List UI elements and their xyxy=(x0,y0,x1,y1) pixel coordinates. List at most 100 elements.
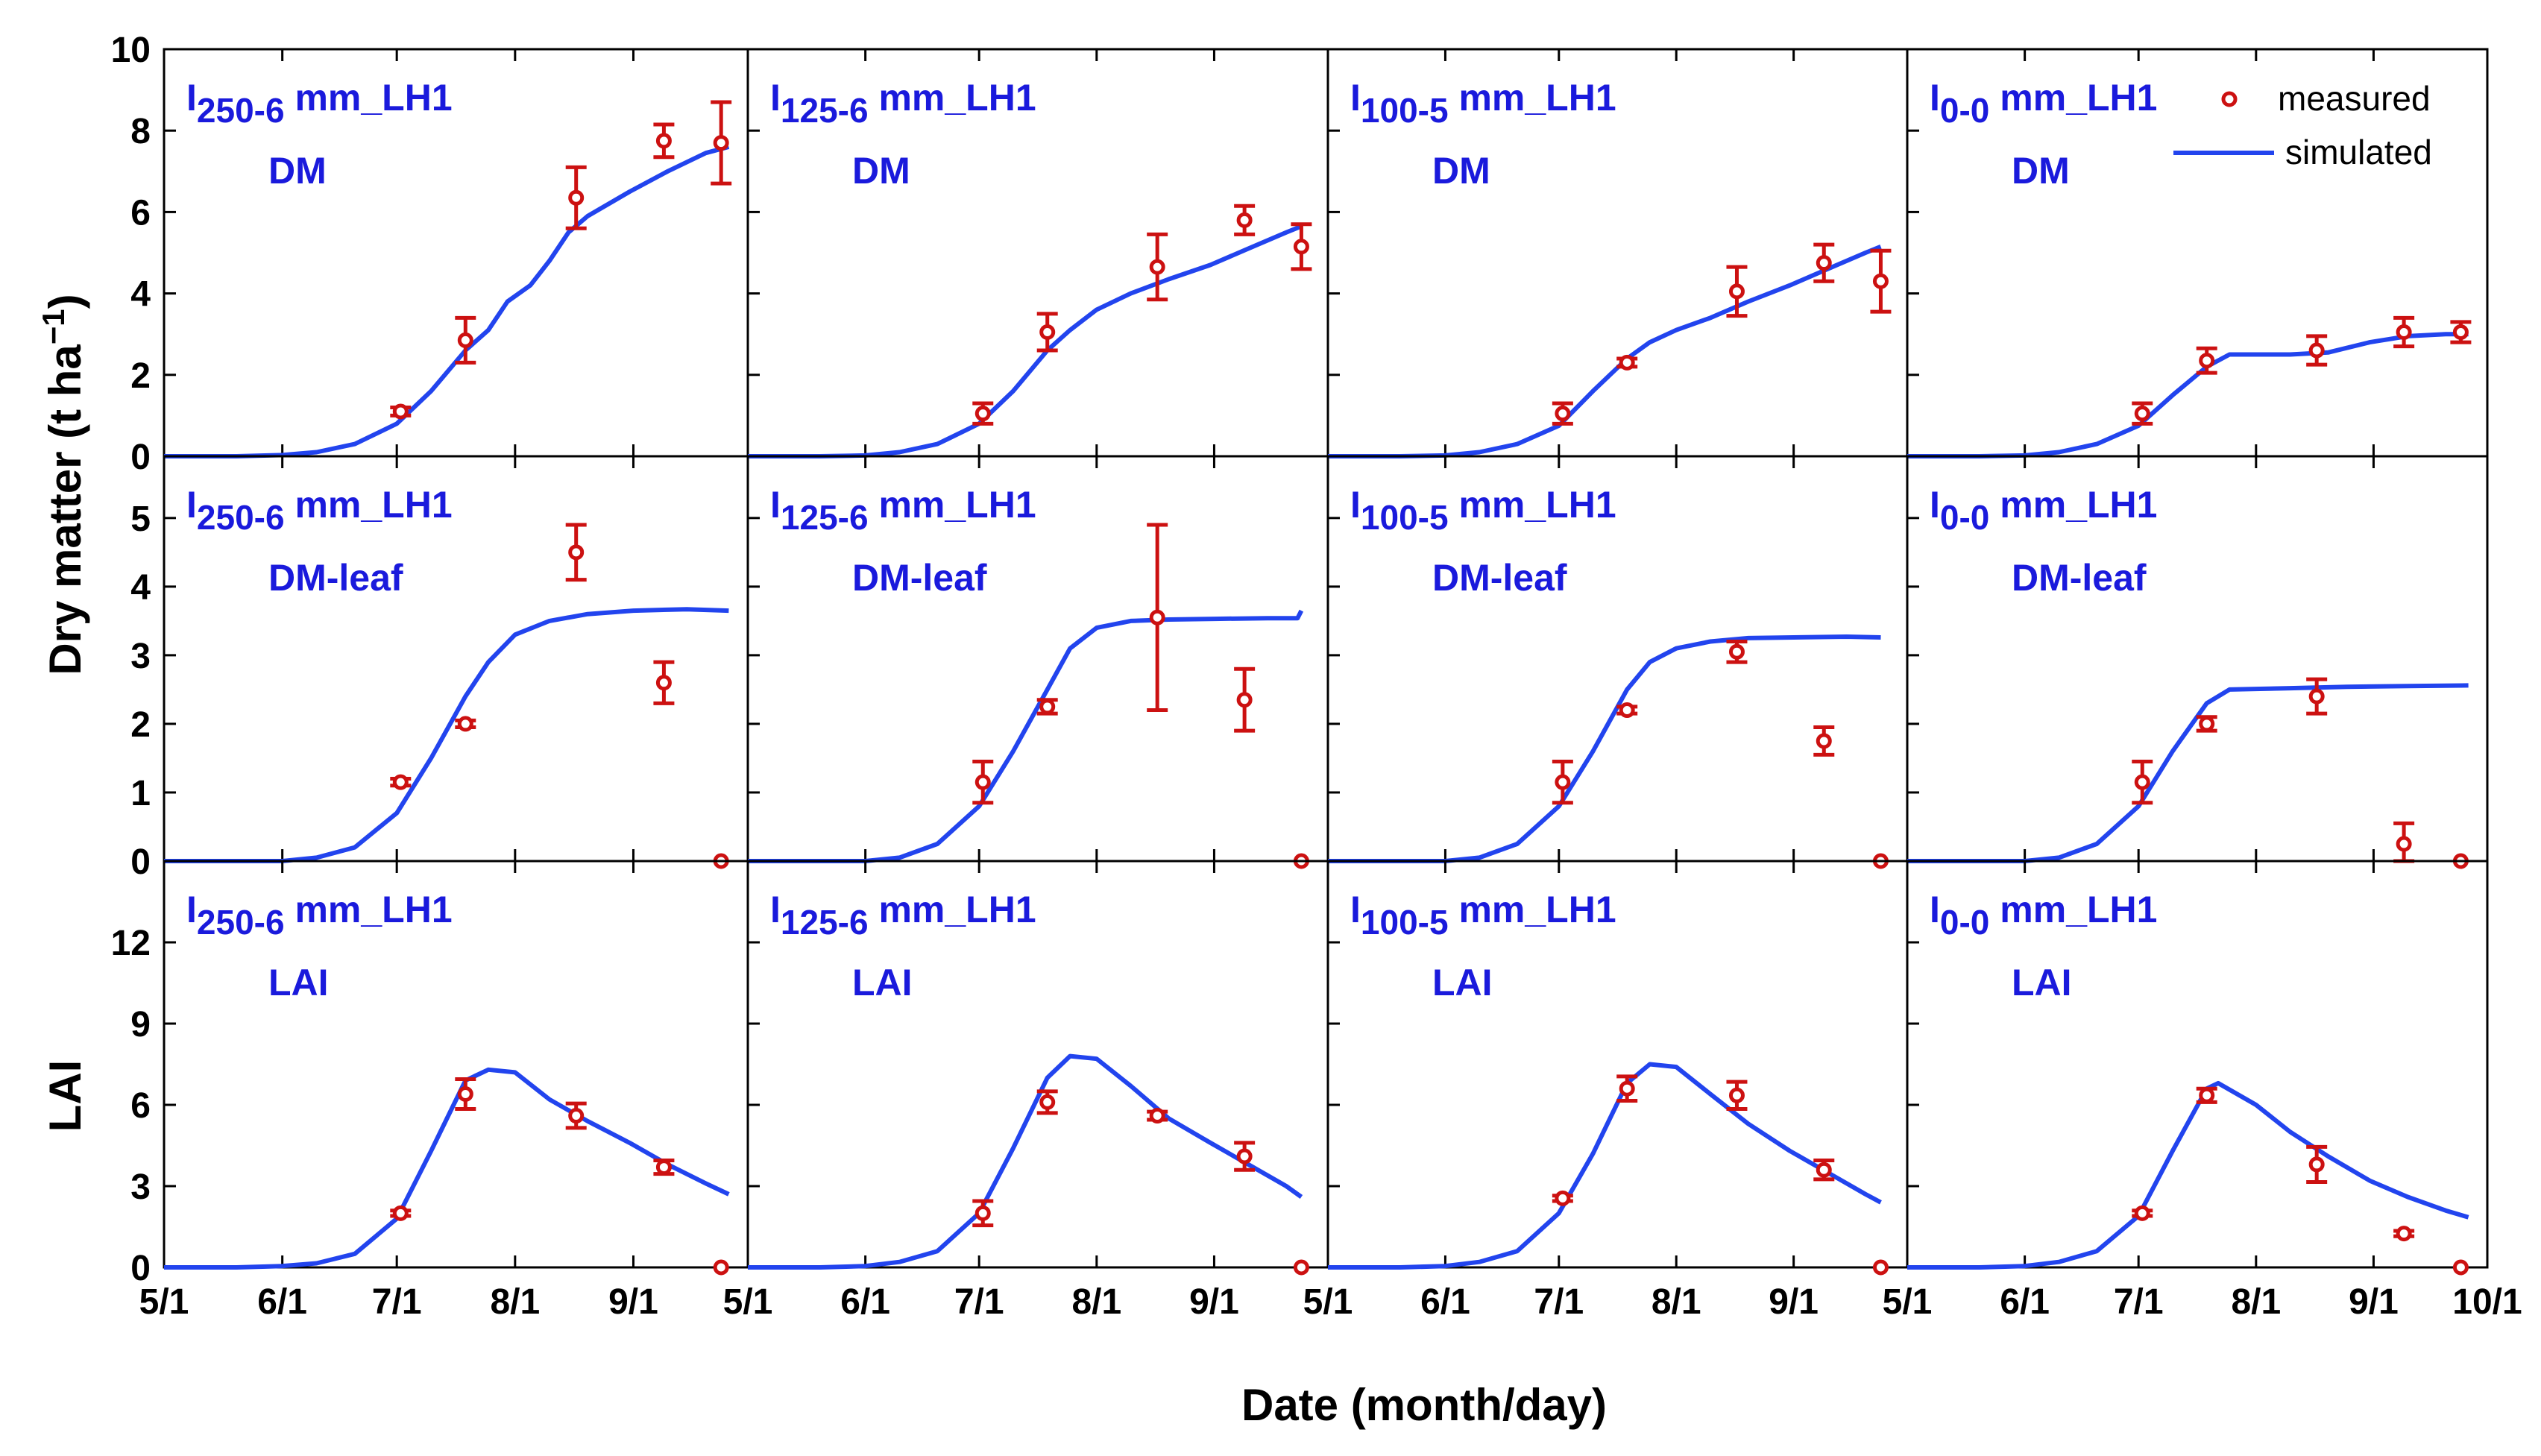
treatment-main: I xyxy=(1930,77,1940,119)
panel-treatment-label: I100-5 mm_LH1 xyxy=(1350,77,1616,130)
treatment-suffix: mm_LH1 xyxy=(869,484,1036,526)
y-axis-title-lai: LAI xyxy=(40,1060,90,1132)
measured-point xyxy=(2199,716,2215,732)
panel-variable-label: DM xyxy=(1432,150,1490,192)
treatment-suffix: mm_LH1 xyxy=(285,889,453,930)
simulated-line xyxy=(1328,245,1882,458)
treatment-subscript: 250-6 xyxy=(197,903,285,942)
panel-variable-label: LAI xyxy=(2012,962,2072,1003)
simulated-line xyxy=(1907,683,2469,863)
treatment-main: I xyxy=(1930,889,1940,930)
panel-treatment-label: I100-5 mm_LH1 xyxy=(1350,889,1616,942)
panel-treatment-label: I0-0 mm_LH1 xyxy=(1930,889,2157,942)
measured-point xyxy=(655,1159,672,1176)
measured-point xyxy=(974,1205,991,1221)
treatment-suffix: mm_LH1 xyxy=(1989,889,2157,930)
panel-variable-label: DM-leaf xyxy=(1432,557,1567,599)
y-axis-title-dry-matter-main: Dry matter (t ha xyxy=(40,344,90,675)
treatment-suffix: mm_LH1 xyxy=(285,484,453,526)
y-tick-label: 0 xyxy=(130,1249,151,1288)
measured-point xyxy=(1149,259,1165,275)
treatment-suffix: mm_LH1 xyxy=(869,77,1036,119)
treatment-subscript: 100-5 xyxy=(1361,498,1449,537)
simulated-line xyxy=(164,145,730,458)
panel-r0-c2: I100-5 mm_LH1 DM xyxy=(1326,48,1909,458)
y-tick-label: 1 xyxy=(130,774,151,813)
treatment-subscript: 100-5 xyxy=(1361,903,1449,942)
panel-r0-c3: I0-0 mm_LH1 DM xyxy=(1906,48,2489,458)
y-tick-label: 4 xyxy=(130,275,151,315)
measured-point xyxy=(392,1205,409,1221)
measured-point xyxy=(655,133,672,149)
measured-point xyxy=(1619,702,1635,719)
panel-variable-label: DM xyxy=(2012,150,2070,192)
panel-treatment-label: I125-6 mm_LH1 xyxy=(770,484,1036,537)
panel-r2-c0: I250-6 mm_LH1 LAI xyxy=(163,860,749,1276)
y-tick-label: 2 xyxy=(130,356,151,396)
treatment-main: I xyxy=(1930,484,1940,526)
x-axis-tick-labels: 5/1 6/1 7/1 8/1 9/1 5/1 6/1 7/1 8/1 9/1 5/1 6/1 7/1 8… xyxy=(139,1282,2522,1322)
treatment-main: I xyxy=(186,484,197,526)
y-tick-label: 0 xyxy=(130,438,151,477)
simulated-line xyxy=(748,1053,1303,1270)
legend-measured-marker xyxy=(2221,91,2238,107)
treatment-main: I xyxy=(186,77,197,119)
treatment-main: I xyxy=(770,77,781,119)
treatment-suffix: mm_LH1 xyxy=(1449,484,1616,526)
y-tick-label: 2 xyxy=(130,705,151,745)
treatment-subscript: 0-0 xyxy=(1940,91,1989,130)
panel-treatment-label: I125-6 mm_LH1 xyxy=(770,889,1036,942)
measured-point xyxy=(2452,324,2469,340)
panel-r2-c2: I100-5 mm_LH1 LAI xyxy=(1326,860,1909,1276)
x-tick-label: 5/1 xyxy=(1303,1282,1353,1322)
measured-point xyxy=(1293,1259,1309,1276)
treatment-suffix: mm_LH1 xyxy=(285,77,453,119)
x-tick-label: 7/1 xyxy=(1534,1282,1584,1322)
treatment-main: I xyxy=(1350,77,1361,119)
panel-r0-c0: I250-6 mm_LH1 DM xyxy=(163,48,749,458)
measured-point xyxy=(1236,692,1253,708)
measured-point xyxy=(1619,354,1635,371)
x-axis-title: Date (month/day) xyxy=(1241,1380,1607,1430)
x-tick-label: 8/1 xyxy=(1652,1282,1701,1322)
measured-point xyxy=(713,1259,729,1276)
panel-r2-c1: I125-6 mm_LH1 LAI xyxy=(746,860,1329,1276)
y-tick-label: 8 xyxy=(130,112,151,151)
x-tick-label: 9/1 xyxy=(2349,1282,2399,1322)
measured-point xyxy=(392,403,409,420)
panel-frame xyxy=(1906,860,2489,1269)
measured-point xyxy=(1555,1190,1571,1206)
panel-variable-label: DM-leaf xyxy=(2012,557,2147,599)
measured-point xyxy=(2134,774,2150,790)
measured-point xyxy=(1555,406,1571,422)
measured-point xyxy=(1039,1094,1056,1110)
treatment-main: I xyxy=(770,484,781,526)
x-tick-label: 5/1 xyxy=(723,1282,773,1322)
measured-point xyxy=(2452,1259,2469,1276)
measured-point xyxy=(2134,406,2150,422)
panel-variable-label: DM-leaf xyxy=(268,557,403,599)
treatment-subscript: 250-6 xyxy=(197,498,285,537)
y-tick-label: 6 xyxy=(130,1086,151,1126)
panel-treatment-label: I250-6 mm_LH1 xyxy=(186,484,453,537)
x-tick-label: 7/1 xyxy=(372,1282,422,1322)
x-tick-label: 8/1 xyxy=(2231,1282,2281,1322)
panel-r2-c3: I0-0 mm_LH1 LAI xyxy=(1906,860,2489,1276)
x-tick-label: 6/1 xyxy=(257,1282,307,1322)
simulated-line xyxy=(1907,332,2469,458)
x-tick-label: 5/1 xyxy=(139,1282,189,1322)
y-tick-label: 12 xyxy=(111,924,151,963)
measured-point xyxy=(2396,1226,2412,1242)
treatment-main: I xyxy=(1350,889,1361,930)
panel-r0-c1: I125-6 mm_LH1 DM xyxy=(746,48,1329,458)
measured-point xyxy=(1872,1259,1889,1276)
measured-point xyxy=(1039,699,1056,715)
panel-variable-label: DM xyxy=(852,150,910,192)
measured-point xyxy=(2396,836,2412,852)
panel-treatment-label: I250-6 mm_LH1 xyxy=(186,889,453,942)
measured-point xyxy=(655,675,672,691)
measured-point xyxy=(1149,609,1165,625)
treatment-suffix: mm_LH1 xyxy=(869,889,1036,930)
